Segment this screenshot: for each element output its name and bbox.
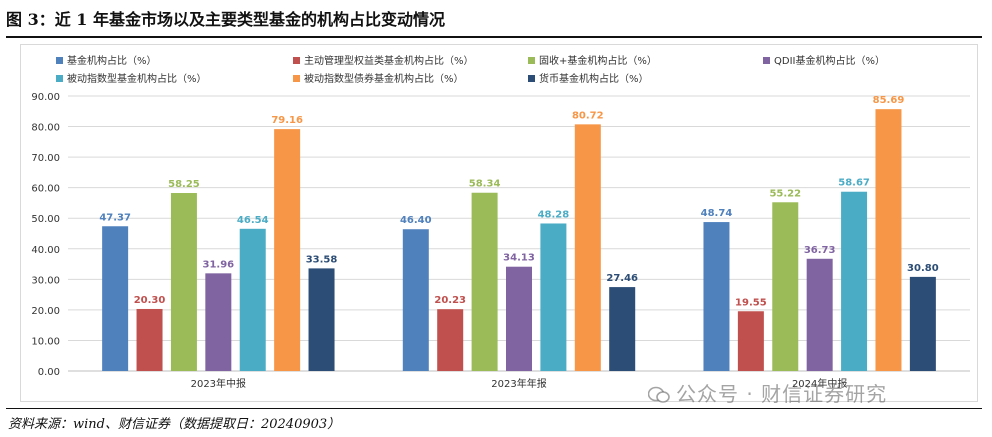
legend-label: QDII基金机构占比（%） bbox=[774, 54, 885, 67]
data-label: 30.80 bbox=[907, 263, 939, 274]
legend-swatch bbox=[293, 57, 300, 64]
legend-label: 被动指数型基金机构占比（%） bbox=[67, 72, 207, 85]
source-divider bbox=[6, 408, 982, 409]
data-label: 48.74 bbox=[701, 208, 733, 219]
x-tick-label: 2024年中报 bbox=[792, 377, 847, 390]
bar bbox=[136, 308, 163, 371]
data-label: 85.69 bbox=[873, 95, 905, 106]
bar bbox=[609, 287, 636, 371]
legend-swatch bbox=[763, 57, 770, 64]
data-label: 46.54 bbox=[237, 215, 269, 226]
legend-label: 主动管理型权益类基金机构占比（%） bbox=[304, 54, 474, 67]
legend-swatch bbox=[56, 75, 63, 82]
data-label: 58.34 bbox=[469, 179, 501, 190]
bar bbox=[806, 258, 833, 371]
y-tick-label: 30.00 bbox=[31, 275, 60, 286]
y-tick-label: 10.00 bbox=[31, 336, 60, 347]
bar bbox=[737, 311, 764, 371]
bar bbox=[875, 109, 902, 372]
bar bbox=[308, 268, 335, 371]
legend-swatch bbox=[56, 57, 63, 64]
data-label: 27.46 bbox=[606, 273, 638, 284]
legend-label: 货币基金机构占比（%） bbox=[539, 72, 649, 85]
bar bbox=[506, 266, 532, 371]
bar bbox=[274, 129, 301, 371]
data-label: 19.55 bbox=[735, 297, 767, 308]
x-tick-label: 2023年中报 bbox=[191, 377, 246, 390]
bar bbox=[170, 193, 197, 371]
bar bbox=[205, 273, 232, 371]
bar bbox=[437, 309, 464, 371]
bar bbox=[239, 228, 266, 371]
bar-chart: 0.00 10.00 20.00 30.00 40.00 50.00 60.00 70.00 8… bbox=[31, 54, 970, 390]
data-label: 31.96 bbox=[203, 259, 235, 270]
data-label: 48.28 bbox=[538, 209, 570, 220]
data-label: 34.13 bbox=[503, 253, 535, 264]
legend-swatch bbox=[528, 75, 535, 82]
data-label: 80.72 bbox=[572, 110, 604, 121]
title-divider bbox=[6, 36, 982, 38]
watermark: 公众号 · 财信证券研究 bbox=[648, 378, 887, 407]
wechat-icon bbox=[648, 386, 670, 403]
bar bbox=[909, 276, 936, 371]
y-tick-label: 50.00 bbox=[31, 214, 60, 225]
legend-label: 被动指数型债券基金机构占比（%） bbox=[304, 72, 464, 85]
bar bbox=[841, 191, 868, 371]
y-tick-label: 40.00 bbox=[31, 245, 60, 256]
y-tick-label: 80.00 bbox=[31, 123, 60, 134]
data-label: 58.25 bbox=[168, 179, 200, 190]
data-label: 20.23 bbox=[434, 295, 466, 306]
x-tick-label: 2023年年报 bbox=[491, 377, 546, 390]
bar bbox=[574, 124, 601, 371]
figure-title: 图 3：近 1 年基金市场以及主要类型基金的机构占比变动情况 bbox=[6, 10, 445, 29]
y-tick-label: 70.00 bbox=[31, 153, 60, 164]
y-tick-label: 0.00 bbox=[38, 367, 60, 378]
legend-label: 固收+基金机构占比（%） bbox=[539, 54, 657, 67]
watermark-text: 公众号 · 财信证券研究 bbox=[676, 382, 888, 406]
data-label: 36.73 bbox=[804, 245, 836, 256]
legend-label: 基金机构占比（%） bbox=[67, 54, 157, 67]
y-tick-label: 60.00 bbox=[31, 184, 60, 195]
bar bbox=[471, 192, 498, 371]
y-tick-label: 20.00 bbox=[31, 306, 60, 317]
bar bbox=[540, 223, 567, 371]
data-label: 55.22 bbox=[769, 188, 801, 199]
bar bbox=[772, 202, 799, 371]
data-label: 47.37 bbox=[99, 212, 131, 223]
data-label: 79.16 bbox=[271, 115, 303, 126]
data-label: 46.40 bbox=[400, 215, 432, 226]
legend-swatch bbox=[528, 57, 535, 64]
data-label: 33.58 bbox=[306, 254, 338, 265]
data-label: 20.30 bbox=[134, 295, 166, 306]
bar bbox=[102, 226, 129, 371]
bar bbox=[703, 222, 730, 371]
y-tick-label: 90.00 bbox=[31, 92, 60, 103]
bar bbox=[402, 229, 429, 371]
source-note: 资料来源：wind、财信证券（数据提取日：20240903） bbox=[8, 417, 341, 432]
data-label: 58.67 bbox=[838, 178, 870, 189]
legend-swatch bbox=[293, 75, 300, 82]
